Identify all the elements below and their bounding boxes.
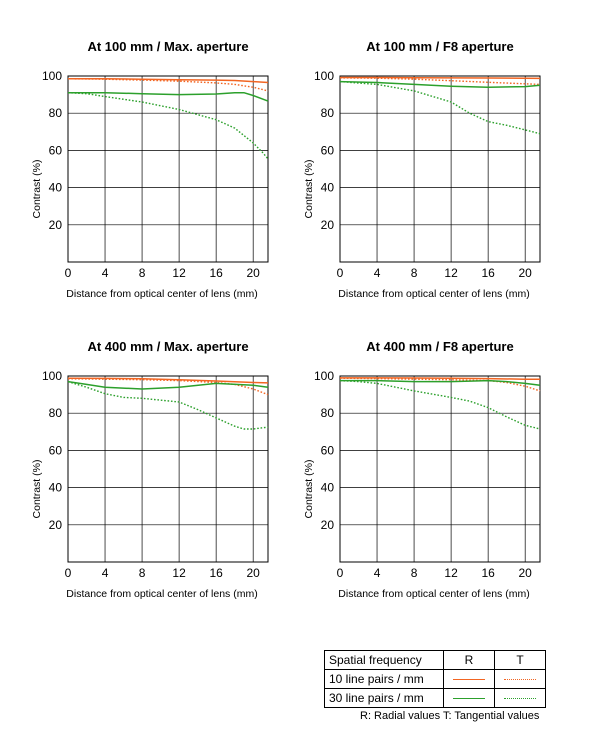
chart-3: At 400 mm / Max. aperture 0 4 8 12 16 20 20 40 60…: [31, 339, 269, 600]
x-tick-label: 0: [337, 566, 344, 580]
legend-col-r: R: [443, 650, 495, 670]
y-tick-label: 20: [49, 218, 63, 232]
series-line-30-t: [339, 379, 541, 430]
legend-row-10: 10 line pairs / mm: [324, 669, 444, 689]
series-line-10-r: [340, 377, 541, 381]
y-axis-label: Contrast (%): [31, 460, 43, 519]
y-tick-label: 20: [321, 218, 335, 232]
series-line-10-t: [67, 78, 269, 92]
x-tick-label: 12: [172, 266, 186, 280]
y-tick-label: 80: [321, 406, 335, 420]
x-tick-label: 20: [247, 566, 261, 580]
x-tick-label: 12: [444, 566, 458, 580]
y-tick-label: 60: [321, 443, 335, 457]
y-tick-label: 20: [49, 518, 63, 532]
chart-title: At 400 mm / Max. aperture: [87, 339, 248, 354]
legend-table: Spatial frequency R T 10 line pairs / mm…: [324, 650, 546, 708]
x-axis-label: Distance from optical center of lens (mm…: [66, 588, 257, 600]
y-axis-label: Contrast (%): [31, 160, 43, 219]
x-tick-label: 4: [374, 266, 381, 280]
legend-swatch-30-t: [504, 698, 536, 700]
x-tick-label: 20: [519, 566, 533, 580]
x-tick-label: 16: [481, 266, 495, 280]
x-tick-label: 8: [411, 266, 418, 280]
x-tick-label: 20: [519, 266, 533, 280]
chart-2: At 100 mm / F8 aperture 0 4 8 12 16 20 20 40 60 80…: [303, 39, 541, 300]
series-line-30-r: [68, 91, 269, 102]
x-tick-label: 16: [209, 266, 223, 280]
x-tick-label: 0: [65, 566, 72, 580]
x-tick-label: 16: [481, 566, 495, 580]
x-tick-label: 16: [209, 566, 223, 580]
series-line-10-t: [67, 378, 269, 396]
y-tick-label: 100: [42, 69, 62, 83]
plot-frame: [339, 375, 541, 563]
plot-frame: [67, 375, 269, 563]
chart-title: At 100 mm / F8 aperture: [366, 39, 513, 54]
series-line-10-r: [68, 78, 269, 84]
x-tick-label: 8: [411, 566, 418, 580]
x-tick-label: 0: [337, 266, 344, 280]
chart-title: At 400 mm / F8 aperture: [366, 339, 513, 354]
y-tick-label: 40: [49, 481, 63, 495]
x-tick-label: 12: [172, 566, 186, 580]
y-tick-label: 40: [321, 181, 335, 195]
chart-1: At 100 mm / Max. aperture 0 4 8 12 16 20 20 40 60…: [31, 39, 269, 300]
y-tick-label: 100: [314, 369, 334, 383]
series-line-10-r: [67, 377, 269, 384]
y-tick-label: 40: [321, 481, 335, 495]
x-tick-label: 20: [247, 266, 261, 280]
series-line-10-t: [339, 77, 541, 86]
y-tick-label: 60: [321, 143, 335, 157]
legend-row-30: 30 line pairs / mm: [324, 688, 444, 708]
series-line-30-t: [67, 92, 269, 160]
legend-note: R: Radial values T: Tangential values: [360, 710, 540, 722]
chart-4: At 400 mm / F8 aperture 0 4 8 12 16 20 20 40 60 80…: [303, 339, 541, 600]
x-tick-label: 4: [374, 566, 381, 580]
legend-swatch-10-r: [453, 679, 485, 681]
x-axis-label: Distance from optical center of lens (mm…: [66, 288, 257, 300]
plot-frame: [339, 75, 541, 263]
series-line-30-r: [339, 80, 541, 88]
legend-swatch-10-t: [504, 679, 536, 681]
series-line-30-r: [67, 380, 269, 390]
y-tick-label: 60: [49, 143, 63, 157]
y-tick-label: 100: [314, 69, 334, 83]
series-line-10-r: [340, 76, 541, 80]
y-tick-label: 100: [42, 369, 62, 383]
y-tick-label: 80: [321, 106, 335, 120]
series-line-30-t: [67, 380, 269, 430]
x-axis-label: Distance from optical center of lens (mm…: [338, 588, 529, 600]
y-axis-label: Contrast (%): [303, 460, 315, 519]
x-tick-label: 12: [444, 266, 458, 280]
y-axis-label: Contrast (%): [303, 160, 315, 219]
x-tick-label: 8: [139, 566, 146, 580]
legend-swatch-30-r: [453, 698, 485, 700]
y-tick-label: 60: [49, 443, 63, 457]
x-tick-label: 8: [139, 266, 146, 280]
chart-title: At 100 mm / Max. aperture: [87, 39, 248, 54]
series-line-30-t: [339, 80, 541, 135]
plot-frame: [67, 75, 269, 263]
y-tick-label: 40: [49, 181, 63, 195]
x-axis-label: Distance from optical center of lens (mm…: [338, 288, 529, 300]
x-tick-label: 4: [102, 566, 109, 580]
series-line-30-r: [340, 379, 541, 387]
y-tick-label: 80: [49, 106, 63, 120]
y-tick-label: 80: [49, 406, 63, 420]
x-tick-label: 4: [102, 266, 109, 280]
series-line-10-t: [339, 377, 541, 392]
y-tick-label: 20: [321, 518, 335, 532]
legend-col-t: T: [494, 650, 546, 670]
x-tick-label: 0: [65, 266, 72, 280]
legend-header: Spatial frequency: [324, 650, 444, 670]
